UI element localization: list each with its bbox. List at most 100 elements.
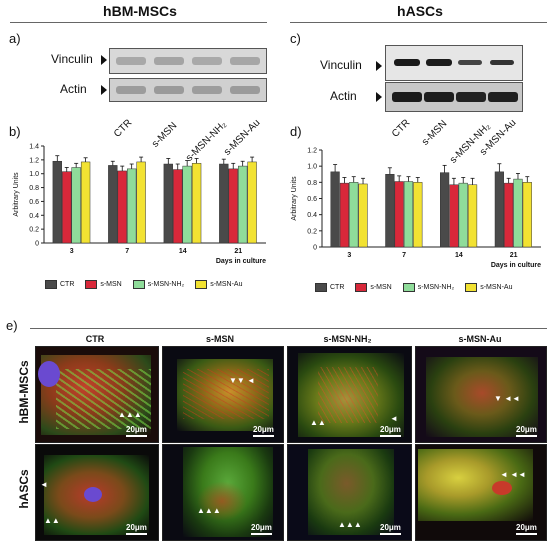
microscopy-column-label-smsn-au: s-MSN-Au (458, 334, 502, 344)
bar (71, 167, 81, 244)
micrograph-hbm-smsn: ▼▼ ◄ 20μm (162, 346, 284, 443)
arrowhead-icon: ▲▲▲ (338, 520, 362, 529)
bar (494, 171, 504, 248)
bar (394, 181, 404, 248)
scale-bar: 20μm (380, 523, 401, 535)
chart-legend-b: CTR s-MSN s-MSN-NH₂ s-MSN-Au (45, 280, 251, 289)
y-tick-label: 1.2 (307, 148, 317, 155)
micrograph-hascs-smsn-nh2: ▲▲▲ 20μm (287, 444, 412, 541)
y-tick-label: 1.0 (29, 171, 39, 178)
panel-label-c: c) (290, 31, 301, 46)
western-blot-vinculin-c (385, 45, 523, 81)
bar (238, 165, 248, 244)
scale-bar: 20μm (516, 523, 537, 535)
x-tick-label: 21 (234, 248, 242, 255)
bar-chart-b: 0 0.2 0.4 0.6 0.8 1.0 1.2 1.4 Arbitrary Units 3 7 1… (13, 144, 266, 266)
right-header-rule (290, 22, 547, 23)
y-tick-label: 0.4 (29, 213, 39, 220)
bar (163, 163, 173, 244)
scale-bar: 20μm (126, 425, 147, 437)
legend-swatch-smsn (355, 283, 368, 292)
legend-label: CTR (330, 284, 345, 292)
bar (403, 181, 414, 248)
scale-bar: 20μm (126, 523, 147, 535)
bar (339, 182, 350, 248)
arrowhead-icon: ◄ (40, 480, 48, 489)
microscopy-column-label-ctr: CTR (85, 334, 105, 344)
arrowhead-icon: ▲▲▲ (118, 410, 142, 419)
x-tick-label: 3 (70, 248, 74, 255)
legend-label: s-MSN-Au (210, 281, 243, 289)
bar (247, 161, 257, 244)
bar (219, 163, 229, 244)
y-tick-label: 1.2 (29, 157, 39, 164)
x-axis-title: Days in culture (491, 262, 541, 269)
panel-label-b: b) (9, 124, 21, 139)
bar (413, 182, 423, 248)
legend-swatch-smsn-au (195, 280, 208, 289)
arrow-marker-icon (101, 55, 107, 65)
legend-swatch-smsn-au (465, 283, 478, 292)
western-blot-vinculin-a (109, 48, 267, 74)
arrowhead-icon: ◄ ◄◄ (500, 470, 526, 479)
western-blot-actin-c (385, 82, 523, 112)
bar (513, 178, 523, 248)
micrograph-hascs-smsn: ▲▲▲ 20μm (162, 444, 284, 541)
legend-label: s-MSN (370, 284, 392, 292)
y-axis-title: Arbitrary Units (291, 176, 298, 221)
legend-swatch-ctr (45, 280, 57, 289)
y-tick-label: 1.0 (307, 164, 317, 171)
y-tick-label: 0.8 (307, 180, 317, 187)
left-header-rule (10, 22, 267, 23)
y-tick-label: 0.6 (29, 199, 39, 206)
bar-chart-d: 0 0.2 0.4 0.6 0.8 1.0 1.2 Arbitrary Units 3 7 14 21… (291, 148, 541, 270)
bar (182, 165, 192, 244)
left-column-header: hBM-MSCs (103, 3, 177, 19)
bar (522, 182, 532, 248)
x-axis-title: Days in culture (216, 258, 266, 265)
chart-legend-d: CTR s-MSN s-MSN-NH₂ s-MSN-Au (315, 283, 521, 292)
bar (385, 174, 395, 248)
x-tick-label: 7 (125, 248, 129, 255)
bar (228, 168, 238, 244)
y-tick-label: 0 (313, 245, 317, 252)
y-tick-label: 0.2 (307, 228, 317, 235)
y-tick-label: 0 (35, 241, 39, 248)
lane-label: CTR (112, 117, 135, 140)
x-tick-label: 14 (179, 248, 187, 255)
lane-label: CTR (390, 117, 413, 140)
micrograph-hbm-smsn-au: ▼ ◄◄ 20μm (415, 346, 547, 443)
scale-bar: 20μm (251, 523, 272, 535)
arrow-marker-icon (376, 61, 382, 71)
right-column-header: hASCs (397, 3, 443, 19)
y-tick-label: 0.4 (307, 212, 317, 219)
x-tick-label: 14 (455, 252, 463, 259)
blot-label-actin-a: Actin (60, 82, 87, 96)
panel-label-a: a) (9, 31, 21, 46)
legend-swatch-smsn (85, 280, 98, 289)
bar (358, 183, 368, 248)
bar (127, 168, 137, 244)
bar (458, 182, 468, 248)
bar (467, 184, 478, 248)
blot-label-vinculin-c: Vinculin (320, 58, 362, 72)
bar (191, 163, 202, 244)
arrowhead-icon: ▲▲ (44, 516, 60, 525)
scale-bar: 20μm (380, 425, 401, 437)
microscopy-row-label-hascs: hASCs (17, 469, 31, 509)
legend-swatch-ctr (315, 283, 327, 292)
scale-bar: 20μm (516, 425, 537, 437)
legend-label: s-MSN-Au (480, 284, 513, 292)
y-tick-label: 0.6 (307, 196, 317, 203)
blot-label-vinculin-a: Vinculin (51, 52, 93, 66)
bar (62, 171, 72, 244)
bar (80, 161, 91, 244)
micrograph-hbm-ctr: ▲▲▲ 20μm (35, 346, 159, 443)
y-tick-label: 0.2 (29, 227, 39, 234)
legend-swatch-smsn-nh2 (132, 280, 145, 289)
y-tick-label: 0.8 (29, 185, 39, 192)
bar (117, 170, 127, 244)
arrow-marker-icon (376, 92, 382, 102)
bar (108, 165, 118, 244)
x-tick-label: 7 (402, 252, 406, 259)
